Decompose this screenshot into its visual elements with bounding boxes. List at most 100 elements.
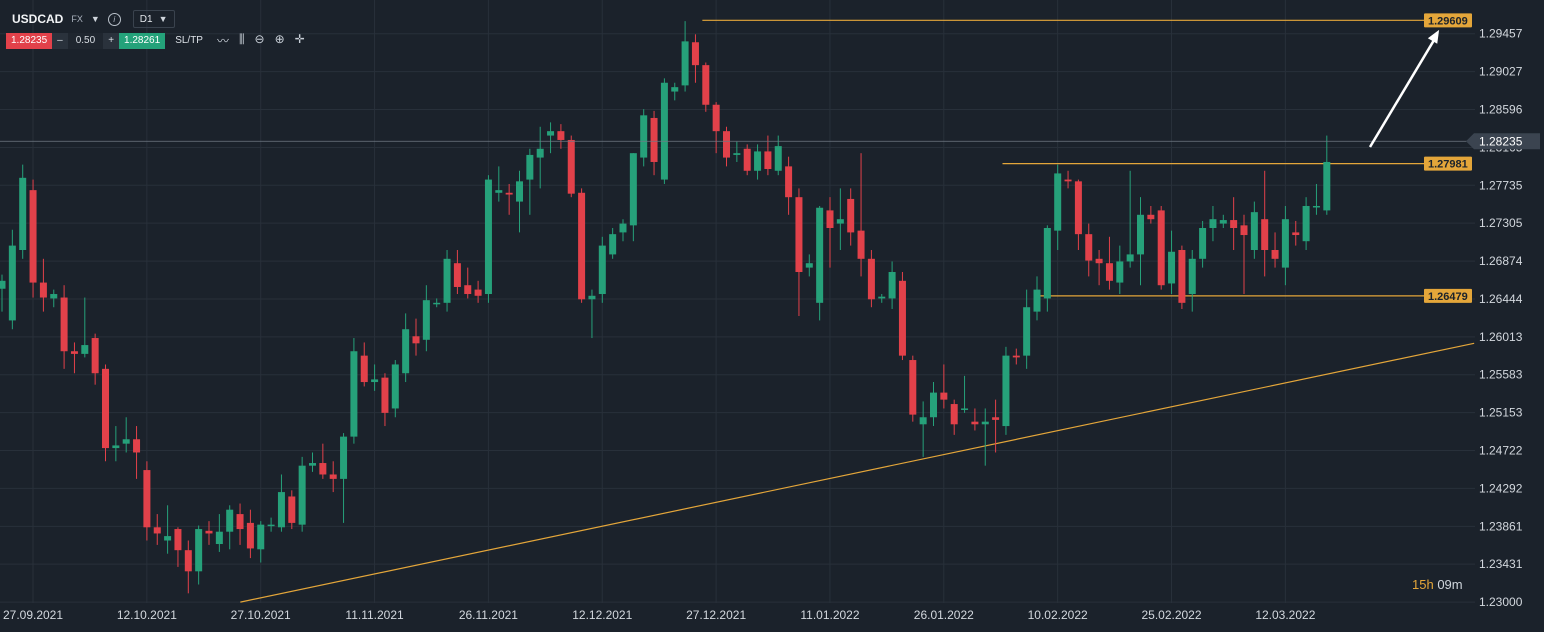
candle (1043, 225, 1051, 312)
candle (961, 375, 969, 413)
candle (588, 289, 596, 339)
candle-body (609, 234, 617, 255)
date-axis: 27.09.2021 12.10.2021 27.10.2021 11.11.2021… (3, 608, 1316, 622)
candle-body (319, 463, 327, 475)
crosshair-icon[interactable]: ✛ (294, 32, 305, 46)
candle (619, 219, 627, 242)
candle (1064, 170, 1072, 189)
candle-body (961, 408, 969, 410)
candle-body (578, 192, 586, 300)
candle (816, 205, 824, 321)
sltp-button[interactable]: SL/TP (175, 35, 203, 46)
timeframe-label: D1 (139, 13, 153, 25)
candle-body (857, 230, 865, 259)
candle-body (733, 153, 741, 155)
y-tick-label: 1.26874 (1479, 254, 1523, 268)
candle (1157, 205, 1165, 290)
symbol-label[interactable]: USDCAD (12, 12, 64, 26)
candle-body (1043, 227, 1051, 299)
candle (681, 21, 689, 92)
x-tick-label: 12.10.2021 (117, 608, 177, 622)
candle-body (153, 527, 161, 534)
x-tick-label: 27.10.2021 (231, 608, 291, 622)
candle-body (143, 470, 151, 528)
candle (878, 294, 886, 303)
level-tag-label: 1.29609 (1428, 15, 1468, 27)
candle (671, 82, 679, 101)
candle (536, 126, 544, 189)
candle-body (484, 179, 492, 295)
candle (340, 433, 348, 523)
x-tick-label: 27.12.2021 (686, 608, 746, 622)
candle (660, 78, 668, 184)
candle (495, 166, 503, 202)
candle (319, 443, 327, 479)
candle-body (1116, 261, 1124, 283)
candle (567, 135, 575, 198)
info-icon[interactable]: i (107, 12, 121, 26)
candle (153, 514, 161, 545)
candle (174, 527, 182, 567)
candle-body (422, 300, 430, 340)
candles-icon[interactable]: ⫼ (239, 32, 245, 46)
candle-body (1178, 250, 1186, 303)
candle (1095, 250, 1103, 286)
candle-body (19, 177, 27, 251)
candle (930, 382, 937, 427)
candle (1219, 214, 1227, 228)
candle-body (629, 153, 637, 226)
y-tick-label: 1.27305 (1479, 216, 1523, 230)
countdown-minutes: 09m (1437, 577, 1463, 592)
candle (246, 509, 254, 559)
candle (857, 153, 865, 277)
candle-body (1240, 225, 1248, 236)
line-chart-icon[interactable]: 〰 (216, 34, 229, 48)
candle-body (1023, 307, 1031, 356)
candle (609, 227, 617, 259)
candle (464, 267, 472, 299)
candle-body (81, 345, 89, 354)
buy-price-button[interactable]: 1.28261 (119, 32, 166, 49)
candle-body (723, 131, 730, 158)
sell-price-button[interactable]: 1.28235 (6, 32, 53, 49)
quantity-stepper[interactable]: – 0.50 + (52, 32, 120, 49)
increase-button[interactable]: + (108, 34, 115, 46)
zoom-out-icon[interactable]: ⊖ (254, 32, 265, 46)
candle-body (1033, 289, 1041, 312)
symbol-dropdown-icon[interactable]: ▼ (90, 14, 100, 24)
candle (1302, 197, 1310, 251)
candle (547, 122, 555, 154)
candle (267, 517, 275, 532)
candle-body (867, 258, 875, 300)
candle (1240, 214, 1248, 295)
candle (133, 426, 141, 479)
candle-body (691, 42, 699, 66)
candle-body (1209, 219, 1217, 228)
candle (50, 289, 58, 308)
candle-body (433, 302, 441, 305)
candle (1199, 220, 1207, 268)
candle (1292, 220, 1300, 246)
candle-body (930, 392, 937, 418)
candle (1147, 205, 1155, 224)
zoom-in-icon[interactable]: ⊕ (274, 32, 285, 46)
candle-body (671, 87, 679, 92)
quantity-field[interactable]: 0.50 (67, 32, 104, 49)
candle-body (1105, 263, 1113, 281)
candle (867, 250, 875, 308)
timeframe-select[interactable]: D1 ▼ (132, 10, 175, 28)
arrow-shaft (1368, 34, 1439, 148)
candle (950, 399, 958, 435)
decrease-button[interactable]: – (57, 34, 63, 46)
candle (1054, 164, 1062, 251)
candle-body (29, 190, 37, 283)
candle-body (1281, 219, 1289, 268)
candle-body (826, 210, 834, 228)
candle-body (1012, 355, 1020, 358)
candle (629, 153, 637, 242)
level-tag-label: 1.26479 (1428, 291, 1468, 303)
candle-body (526, 154, 534, 180)
candle (1188, 250, 1196, 312)
y-tick-label: 1.29027 (1479, 65, 1523, 79)
